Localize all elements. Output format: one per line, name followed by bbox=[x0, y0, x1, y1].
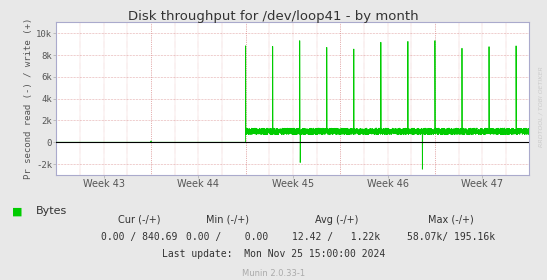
Text: Avg (-/+): Avg (-/+) bbox=[315, 215, 358, 225]
Text: Last update:  Mon Nov 25 15:00:00 2024: Last update: Mon Nov 25 15:00:00 2024 bbox=[162, 249, 385, 259]
Text: Min (-/+): Min (-/+) bbox=[206, 215, 248, 225]
Text: Max (-/+): Max (-/+) bbox=[428, 215, 474, 225]
Text: Disk throughput for /dev/loop41 - by month: Disk throughput for /dev/loop41 - by mon… bbox=[128, 10, 419, 23]
Text: 12.42 /   1.22k: 12.42 / 1.22k bbox=[292, 232, 381, 242]
Text: 58.07k/ 195.16k: 58.07k/ 195.16k bbox=[407, 232, 496, 242]
Text: RRDTOOL / TOBI OETIKER: RRDTOOL / TOBI OETIKER bbox=[538, 66, 543, 147]
Text: 0.00 /    0.00: 0.00 / 0.00 bbox=[186, 232, 268, 242]
Text: Bytes: Bytes bbox=[36, 206, 67, 216]
Y-axis label: Pr second read (-) / write (+): Pr second read (-) / write (+) bbox=[24, 18, 33, 179]
Text: ■: ■ bbox=[12, 206, 22, 216]
Text: Munin 2.0.33-1: Munin 2.0.33-1 bbox=[242, 269, 305, 278]
Text: Cur (-/+): Cur (-/+) bbox=[118, 215, 161, 225]
Text: 0.00 / 840.69: 0.00 / 840.69 bbox=[101, 232, 178, 242]
